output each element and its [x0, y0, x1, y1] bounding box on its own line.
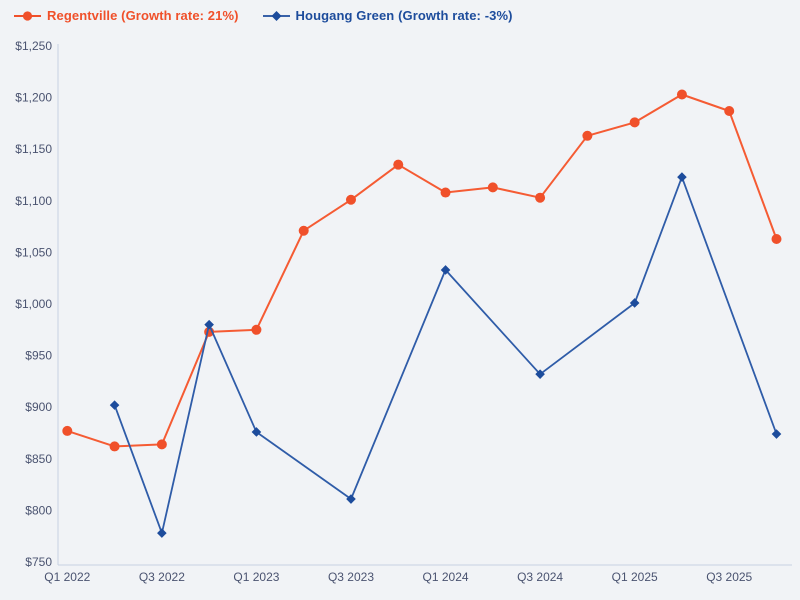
axes: [57, 44, 792, 566]
y-tick-label: $950: [25, 349, 52, 363]
legend-label-hougang-green: Hougang Green (Growth rate: -3%): [295, 8, 513, 23]
series-line-regentville: [66, 93, 778, 448]
x-tick-label: Q3 2023: [328, 570, 374, 584]
y-tick-label: $1,050: [15, 245, 52, 259]
data-point-marker-hougang-green: [346, 494, 356, 504]
series-line-hougang-green: [113, 176, 778, 534]
series-hougang-green: [109, 172, 782, 538]
x-tick-label: Q3 2024: [517, 570, 563, 584]
data-point-marker-regentville: [393, 159, 404, 170]
data-point-marker-regentville: [156, 439, 167, 450]
y-tick-label: $1,250: [15, 39, 52, 53]
legend-item-regentville[interactable]: Regentville (Growth rate: 21%): [14, 8, 239, 23]
legend-item-hougang-green[interactable]: Hougang Green (Growth rate: -3%): [262, 8, 513, 23]
x-tick-label: Q1 2023: [233, 570, 279, 584]
y-tick-label: $1,000: [15, 297, 52, 311]
data-point-marker-regentville: [771, 233, 782, 244]
x-tick-label: Q1 2025: [612, 570, 658, 584]
legend-label-regentville: Regentville (Growth rate: 21%): [47, 8, 239, 23]
data-point-marker-hougang-green: [157, 528, 167, 538]
x-tick-label: Q1 2022: [44, 570, 90, 584]
y-tick-label: $1,150: [15, 142, 52, 156]
y-tick-label: $800: [25, 503, 52, 517]
y-tick-label: $1,100: [15, 194, 52, 208]
data-point-marker-regentville: [62, 425, 73, 436]
circle-series-marker-icon: [14, 10, 41, 21]
data-point-marker-regentville: [298, 225, 309, 236]
data-point-marker-regentville: [251, 324, 262, 335]
data-point-marker-regentville: [629, 117, 640, 128]
y-tick-label: $850: [25, 452, 52, 466]
data-point-marker-regentville: [724, 106, 735, 117]
x-tick-label: Q3 2022: [139, 570, 185, 584]
data-point-marker-hougang-green: [440, 265, 451, 275]
data-point-marker-regentville: [440, 187, 451, 198]
data-point-marker-hougang-green: [535, 369, 545, 379]
data-point-marker-hougang-green: [771, 429, 782, 439]
x-tick-label: Q3 2025: [706, 570, 752, 584]
x-tick-label: Q1 2024: [423, 570, 469, 584]
y-tick-label: $750: [25, 555, 52, 569]
data-point-marker-regentville: [582, 130, 593, 141]
data-point-marker-regentville: [487, 182, 498, 193]
data-point-marker-hougang-green: [204, 319, 214, 330]
data-point-marker-hougang-green: [109, 400, 120, 410]
data-point-marker-hougang-green: [251, 427, 262, 437]
chart-legend: Regentville (Growth rate: 21%) Hougang G…: [14, 8, 513, 23]
data-point-marker-regentville: [345, 194, 356, 205]
y-tick-label: $1,200: [15, 91, 52, 105]
data-point-marker-regentville: [535, 192, 546, 203]
series-regentville: [62, 89, 782, 452]
data-point-marker-regentville: [109, 441, 120, 452]
x-axis-labels: Q1 2022 Q3 2022 Q1 2023 Q3 2023 Q1 2024 Q3 20…: [44, 570, 752, 584]
y-axis-labels: $1,250 $1,200 $1,150 $1,100 $1,050 $1,000 $950…: [15, 39, 52, 569]
diamond-series-marker-icon: [262, 10, 290, 21]
data-point-marker-regentville: [676, 89, 687, 100]
y-tick-label: $900: [25, 400, 52, 414]
data-point-marker-hougang-green: [677, 172, 687, 182]
data-point-marker-hougang-green: [629, 298, 640, 308]
